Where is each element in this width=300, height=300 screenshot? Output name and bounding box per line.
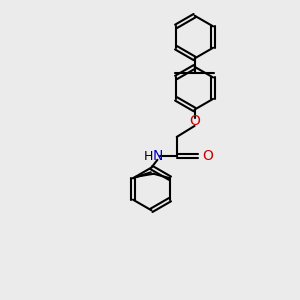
Text: H: H [144,150,153,163]
Text: N: N [152,149,163,163]
Text: O: O [202,149,213,163]
Text: O: O [189,114,200,128]
